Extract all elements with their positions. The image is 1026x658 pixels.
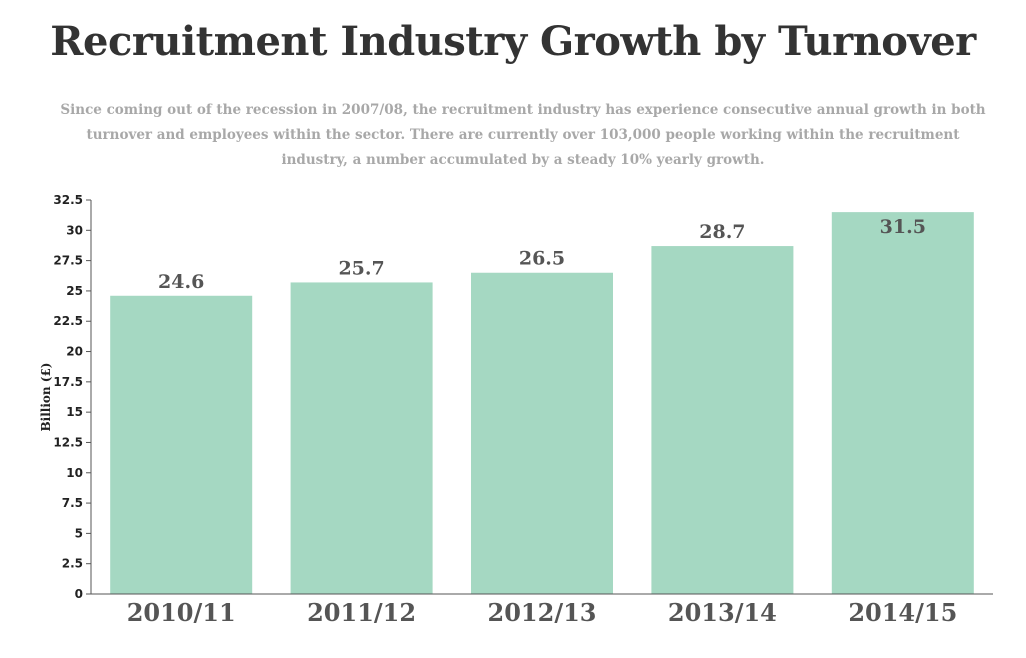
y-tick-label: 32.5: [53, 193, 83, 207]
bar: [110, 295, 253, 594]
y-tick-label: 17.5: [53, 375, 83, 389]
y-tick-label: 15: [66, 405, 83, 419]
bar: [651, 246, 794, 594]
y-tick-label: 12.5: [53, 435, 83, 449]
y-tick-label: 10: [66, 466, 83, 480]
bars: 24.6 25.7 26.5 28.7 31.5: [110, 212, 974, 594]
bar: [831, 212, 974, 594]
y-axis-title: Billion (£): [39, 363, 53, 432]
y-tick-label: 0: [75, 587, 83, 601]
data-label: 28.7: [699, 221, 745, 243]
data-label: 25.7: [338, 257, 384, 279]
y-tick-label: 2.5: [62, 557, 83, 571]
y-tick-label: 7.5: [62, 496, 83, 510]
bar: [471, 272, 613, 594]
y-axis: 0 2.5 5 7.5 10 12.5 15 17.5 20 22.5 25 27.5 30 32.5: [53, 193, 92, 601]
y-tick-label: 30: [66, 223, 83, 237]
y-tick-label: 22.5: [53, 314, 83, 328]
data-label: 31.5: [880, 216, 926, 238]
x-axis: 2010/11 2011/12 2012/13 2013/14 2014/15: [91, 593, 993, 627]
data-label: 24.6: [158, 271, 204, 293]
y-tick-label: 25: [66, 284, 83, 298]
data-label: 26.5: [519, 248, 565, 270]
y-tick-label: 27.5: [53, 254, 83, 268]
bar: [290, 282, 433, 594]
x-tick-label: 2014/15: [848, 598, 957, 627]
x-tick-label: 2013/14: [668, 598, 777, 627]
x-tick-label: 2012/13: [488, 598, 597, 627]
chart-title: Recruitment Industry Growth by Turnover: [50, 18, 976, 65]
chart-subtitle: Since coming out of the recession in 200…: [60, 102, 986, 168]
y-tick-label: 5: [75, 526, 83, 540]
x-tick-label: 2010/11: [127, 598, 236, 627]
x-tick-label: 2011/12: [307, 598, 416, 627]
y-tick-label: 20: [66, 345, 83, 359]
